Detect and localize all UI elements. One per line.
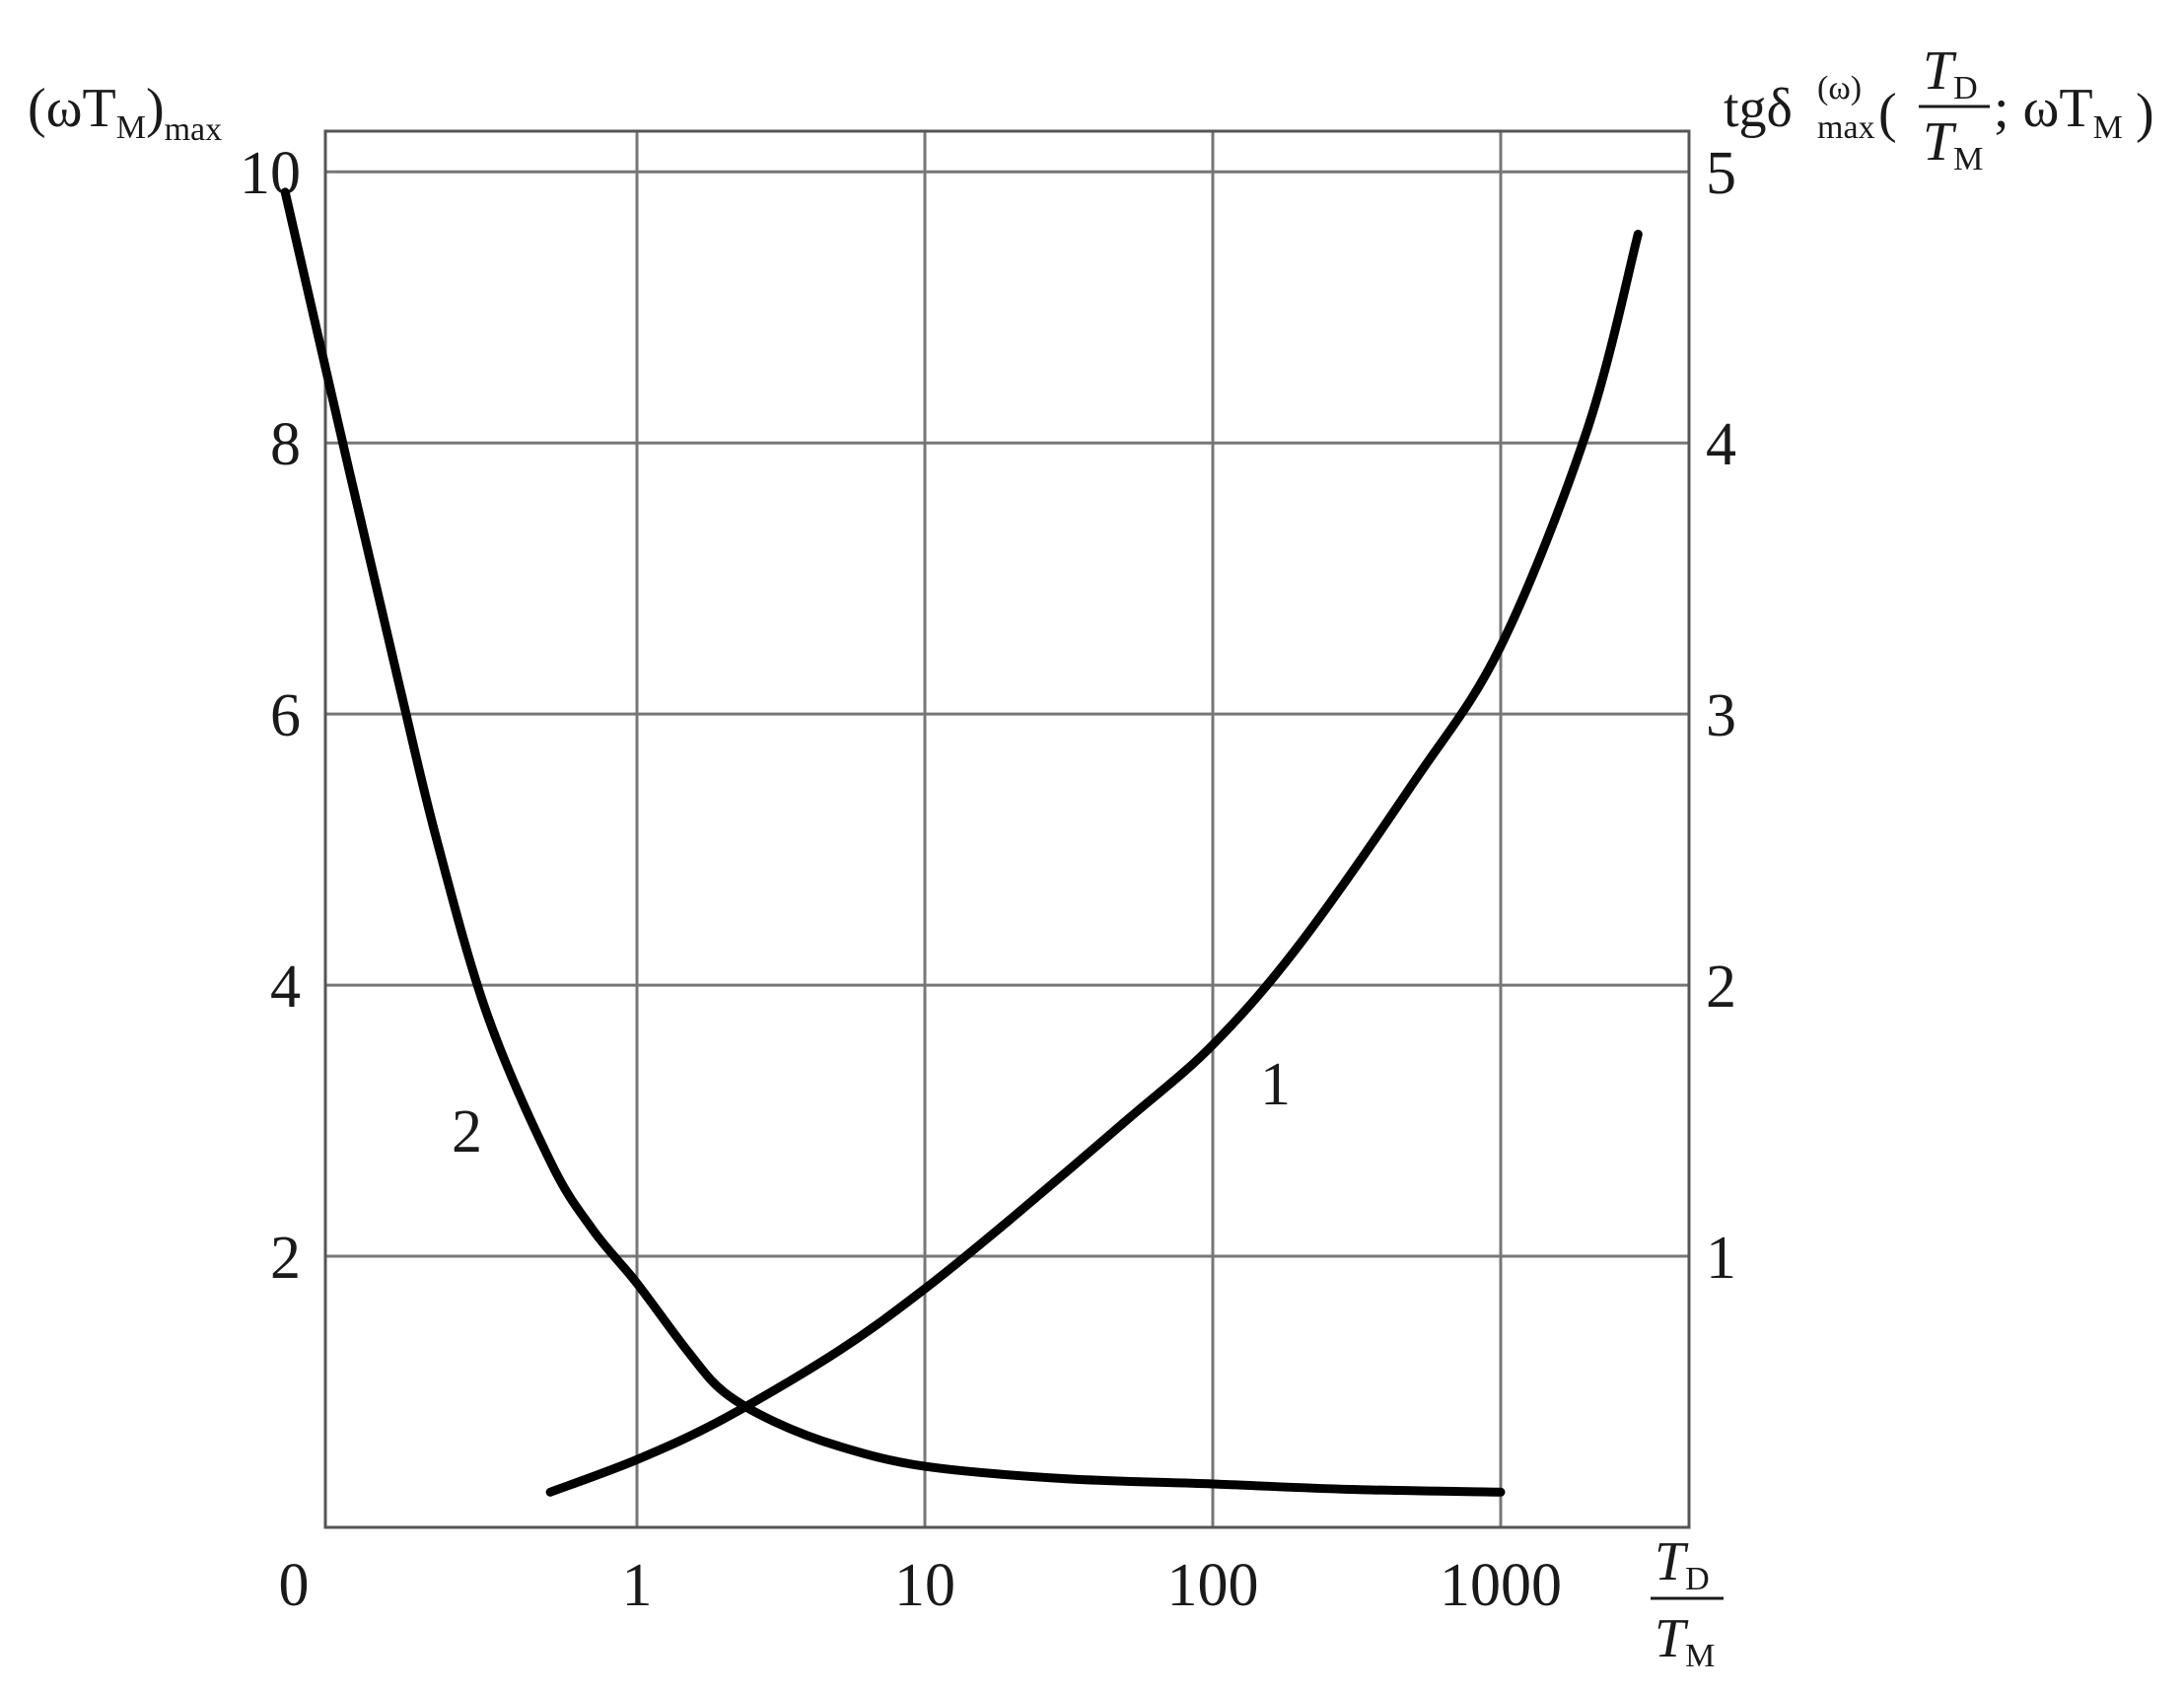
left-y-tick-4: 4: [270, 953, 301, 1021]
svg-text:TD: TD: [1923, 40, 1978, 106]
x-tick-labels: 1 10 100 1000: [622, 1552, 1563, 1619]
x-origin-label: 0: [279, 1552, 310, 1619]
left-y-axis-label: (ωTM)max: [28, 78, 222, 148]
left-y-tick-10: 10: [240, 140, 301, 207]
left-y-tick-6: 6: [270, 682, 301, 749]
right-y-tick-labels: 1 2 3 4 5: [1706, 140, 1736, 1292]
svg-text:TM: TM: [1923, 111, 1983, 177]
curve-label-2: 2: [452, 1098, 482, 1165]
svg-text:TM: TM: [1655, 1608, 1715, 1674]
right-y-tick-2: 2: [1706, 953, 1736, 1021]
svg-text:(ω): (ω): [1817, 70, 1862, 106]
series-1-line: [545, 230, 1643, 1497]
svg-text:max: max: [1817, 109, 1875, 146]
svg-text:(: (: [1878, 83, 1897, 144]
svg-text:tgδ: tgδ: [1724, 78, 1793, 139]
x-tick-10: 10: [894, 1552, 955, 1619]
right-y-tick-3: 3: [1706, 682, 1736, 749]
x-axis-label: TD TM: [1651, 1531, 1724, 1674]
x-tick-1: 1: [622, 1552, 653, 1619]
curve-label-1: 1: [1260, 1051, 1291, 1118]
grid: [325, 131, 1689, 1527]
right-y-axis-label: tgδ (ω) max ( TD TM ; ωTM ): [1724, 40, 2154, 177]
series-2-line: [280, 187, 1506, 1497]
svg-text:TD: TD: [1655, 1531, 1710, 1597]
right-y-tick-1: 1: [1706, 1225, 1736, 1292]
plot-frame: [323, 129, 1691, 1529]
x-tick-1000: 1000: [1440, 1552, 1562, 1619]
svg-text:): ): [2136, 83, 2154, 144]
x-tick-100: 100: [1167, 1552, 1259, 1619]
svg-text:; ωTM: ; ωTM: [1994, 78, 2123, 146]
right-y-tick-4: 4: [1706, 411, 1736, 478]
left-y-tick-labels: 2 4 6 8 10: [240, 140, 301, 1292]
left-y-tick-2: 2: [270, 1225, 301, 1292]
left-y-tick-8: 8: [270, 411, 301, 478]
right-y-tick-5: 5: [1706, 140, 1736, 207]
